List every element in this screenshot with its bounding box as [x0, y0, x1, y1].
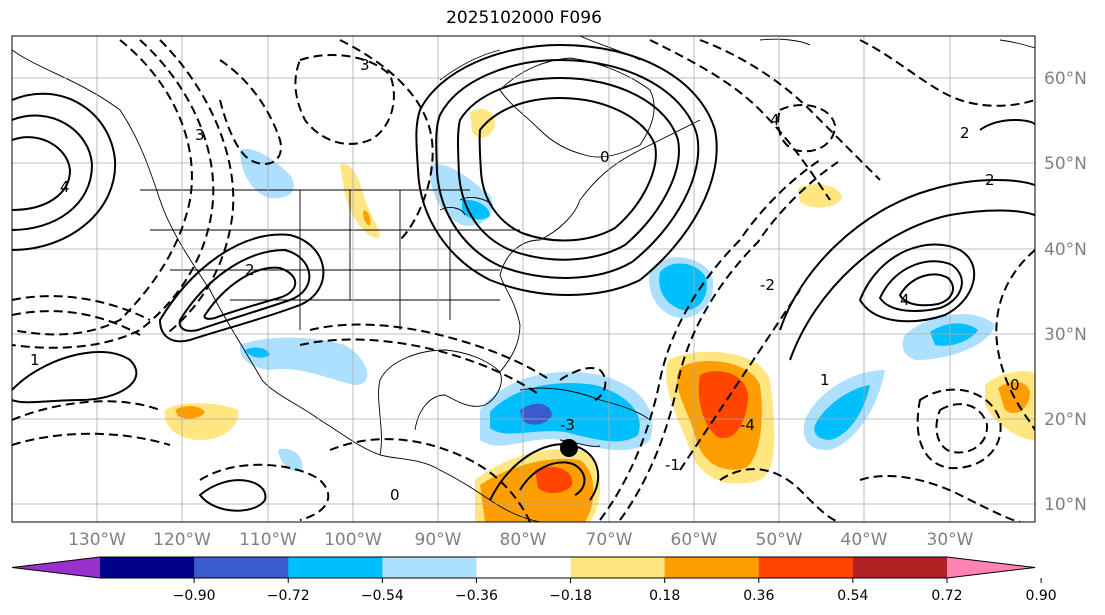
contour-label-1: 1	[820, 371, 830, 389]
contour-label-0b: 0	[390, 486, 400, 504]
contour-label-0: 0	[600, 148, 610, 166]
contour-label-4: 4	[900, 291, 910, 309]
map-title: 2025102000 F096	[446, 8, 602, 28]
colorbar-tick-label: −0.90	[173, 588, 216, 604]
contour-label-2: 2	[245, 261, 255, 279]
lon-label: 80°W	[500, 530, 547, 550]
positive-anomaly-canada	[470, 108, 495, 138]
contour-label-minus-3: -3	[560, 416, 575, 434]
colorbar: −0.90 −0.72 −0.54 −0.36 −0.18 0.18 0.36 0.54 0.7…	[11, 556, 1057, 604]
longitude-labels: 130°W 120°W 110°W 100°W 90°W 80°W 70°W 6…	[68, 530, 974, 550]
colorbar-segment	[664, 557, 760, 578]
positive-anomaly-pacific	[164, 403, 239, 440]
colorbar-tick-label: 0.54	[837, 588, 868, 604]
graticule	[12, 36, 1035, 522]
lon-label: 130°W	[68, 530, 126, 550]
contour-label-2c: 2	[985, 171, 995, 189]
colorbar-tick-label: −0.72	[267, 588, 310, 604]
dashed-contours	[12, 39, 1035, 522]
coastlines	[12, 36, 1035, 522]
lat-label: 20°N	[1044, 410, 1087, 430]
lon-label: 50°W	[756, 530, 803, 550]
lon-label: 110°W	[239, 530, 297, 550]
negative-anomaly-core	[490, 383, 640, 442]
positive-anomaly-great-plains	[340, 164, 381, 238]
contour-label-6b: 4	[770, 111, 780, 129]
contour-label-minus-1: -1	[665, 456, 680, 474]
colorbar-segment	[758, 557, 854, 578]
lon-label: 100°W	[324, 530, 382, 550]
negative-anomaly-rockies	[240, 149, 294, 199]
negative-anomaly-atlantic-mid-core	[814, 385, 870, 440]
positive-anomaly-pacific-core	[175, 406, 205, 419]
colorbar-segment	[194, 557, 289, 578]
colorbar-segment	[570, 557, 666, 578]
shaded-anomalies	[164, 108, 1035, 522]
lon-label: 30°W	[927, 530, 974, 550]
positive-anomaly-caribbean-max	[535, 466, 573, 493]
colorbar-tick-label: 0.18	[649, 588, 680, 604]
colorbar-extend-max	[947, 557, 1035, 578]
contour-label-2b: 2	[960, 124, 970, 142]
contour-labels: 4 2 0 -3 1 4 4 1 0 -1 -2 0 2 2 3 3 -4	[30, 56, 1020, 504]
contour-label-1b: 1	[30, 351, 40, 369]
contour-label-minus-2: -2	[760, 276, 775, 294]
solid-contours	[12, 43, 1035, 512]
latitude-labels: 60°N 50°N 40°N 30°N 20°N 10°N	[1044, 69, 1087, 515]
negative-anomaly-atlantic-east-core	[930, 323, 978, 346]
lat-label: 40°N	[1044, 240, 1087, 260]
positive-anomaly-mid-atlantic	[798, 184, 842, 208]
colorbar-segment	[382, 557, 477, 578]
lon-label: 120°W	[153, 530, 211, 550]
negative-anomaly-mexico	[239, 337, 368, 385]
lon-label: 90°W	[415, 530, 462, 550]
colorbar-extend-min	[12, 557, 100, 578]
colorbar-tick-label: −0.36	[455, 588, 498, 604]
contour-label-0c: 0	[1010, 376, 1020, 394]
colorbar-tick-label: −0.18	[549, 588, 592, 604]
colorbar-tick-label: 0.90	[1026, 588, 1057, 604]
contour-label-4b: 3	[360, 56, 370, 74]
colorbar-segment	[852, 557, 948, 578]
lon-label: 40°W	[841, 530, 888, 550]
lat-label: 10°N	[1044, 495, 1087, 515]
colorbar-outline	[11, 556, 1036, 579]
positive-anomaly-great-plains-core	[363, 210, 371, 226]
negative-anomaly-mexico-core	[245, 347, 270, 358]
colorbar-tick-label: −0.54	[361, 588, 404, 604]
lat-label: 60°N	[1044, 69, 1087, 89]
lat-label: 30°N	[1044, 325, 1087, 345]
lat-label: 50°N	[1044, 154, 1087, 174]
storm-center-dot	[560, 439, 578, 457]
colorbar-segment	[476, 557, 572, 578]
colorbar-segment	[100, 557, 195, 578]
colorbar-segment	[288, 557, 383, 578]
negative-anomaly-great-lakes-core	[462, 199, 490, 220]
contour-label-minus-4: -4	[740, 416, 755, 434]
colorbar-tick-label: 0.36	[743, 588, 774, 604]
negative-anomaly-atlantic-west-core	[659, 263, 707, 311]
negative-anomaly-pacific-small	[278, 448, 303, 472]
lon-label: 60°W	[671, 530, 718, 550]
map-panel: 4 2 0 -3 1 4 4 1 0 -1 -2 0 2 2 3 3 -4	[12, 36, 1035, 522]
contour-label-6: 4	[60, 178, 70, 196]
colorbar-tick-label: 0.72	[931, 588, 962, 604]
map-frame	[11, 35, 1036, 523]
lon-label: 70°W	[586, 530, 633, 550]
contour-label-4c: 3	[195, 126, 205, 144]
